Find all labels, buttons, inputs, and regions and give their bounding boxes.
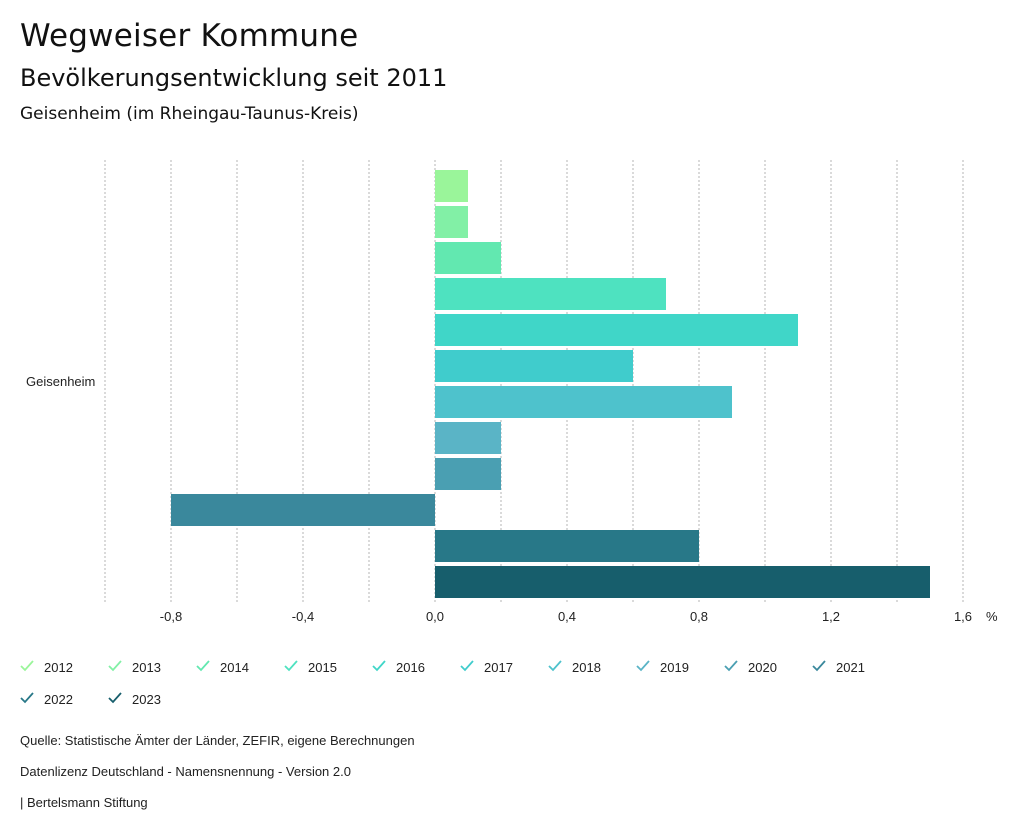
bar-2012[interactable]	[435, 170, 468, 202]
source-note: Quelle: Statistische Ämter der Länder, Z…	[20, 733, 415, 748]
legend-label: 2020	[748, 660, 777, 675]
category-label: Geisenheim	[26, 374, 95, 389]
bar-2020[interactable]	[435, 458, 501, 490]
x-tick-label: -0,8	[160, 609, 182, 624]
checkmark-icon	[460, 660, 474, 672]
legend-label: 2016	[396, 660, 425, 675]
checkmark-icon	[108, 692, 122, 704]
checkmark-icon	[812, 660, 826, 672]
license-note: Datenlizenz Deutschland - Namensnennung …	[20, 764, 351, 779]
bar-2018[interactable]	[435, 386, 732, 418]
x-tick-label: 0,0	[426, 609, 444, 624]
legend-label: 2022	[44, 692, 73, 707]
bar-2017[interactable]	[435, 350, 633, 382]
bars	[171, 170, 930, 598]
legend-label: 2021	[836, 660, 865, 675]
x-tick-label: 0,8	[690, 609, 708, 624]
bar-2016[interactable]	[435, 314, 798, 346]
bar-2022[interactable]	[435, 530, 699, 562]
bar-2019[interactable]	[435, 422, 501, 454]
publisher-note: | Bertelsmann Stiftung	[20, 795, 148, 810]
x-tick-label: 1,6	[954, 609, 972, 624]
legend-label: 2017	[484, 660, 513, 675]
x-axis-ticks: -0,8 -0,4 0,0 0,4 0,8 1,2 1,6	[160, 609, 972, 624]
chart-subtitle: Bevölkerungsentwicklung seit 2011	[20, 64, 448, 92]
axis-unit: %	[986, 609, 998, 624]
checkmark-icon	[284, 660, 298, 672]
legend-label: 2018	[572, 660, 601, 675]
bar-chart: -0,8 -0,4 0,0 0,4 0,8 1,2 1,6 Geisenheim %	[26, 160, 998, 624]
checkmark-icon	[548, 660, 562, 672]
legend-label: 2015	[308, 660, 337, 675]
legend-label: 2023	[132, 692, 161, 707]
x-tick-label: -0,4	[292, 609, 314, 624]
checkmark-icon	[636, 660, 650, 672]
legend-label: 2019	[660, 660, 689, 675]
legend-label: 2014	[220, 660, 249, 675]
page-title: Wegweiser Kommune	[20, 18, 359, 54]
checkmark-icon	[20, 660, 34, 672]
bar-2014[interactable]	[435, 242, 501, 274]
bar-2013[interactable]	[435, 206, 468, 238]
checkmark-icon	[372, 660, 386, 672]
x-tick-label: 1,2	[822, 609, 840, 624]
x-tick-label: 0,4	[558, 609, 576, 624]
bar-2021[interactable]	[171, 494, 435, 526]
legend-label: 2012	[44, 660, 73, 675]
bar-2023[interactable]	[435, 566, 930, 598]
legend-label: 2013	[132, 660, 161, 675]
checkmark-icon	[108, 660, 122, 672]
checkmark-icon	[724, 660, 738, 672]
checkmark-icon	[20, 692, 34, 704]
region-label: Geisenheim (im Rheingau-Taunus-Kreis)	[20, 104, 359, 124]
bar-2015[interactable]	[435, 278, 666, 310]
checkmark-icon	[196, 660, 210, 672]
